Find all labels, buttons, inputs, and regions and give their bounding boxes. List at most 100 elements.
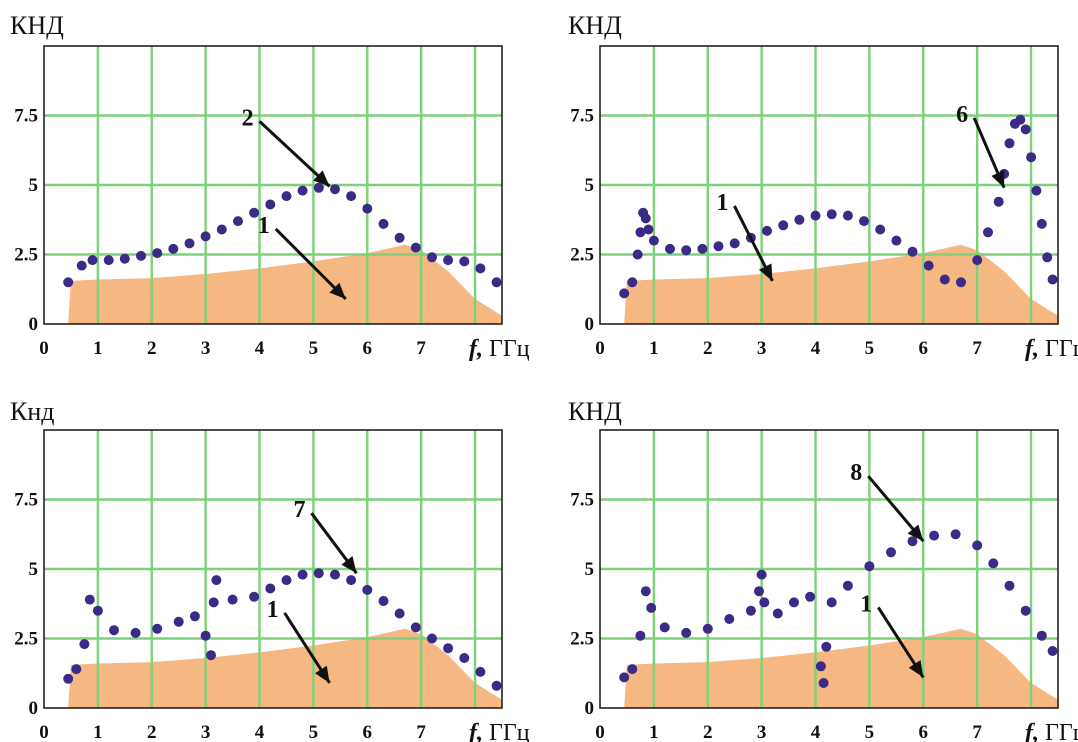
data-point-series-8	[702, 623, 713, 634]
area-series-1	[624, 628, 1058, 708]
data-point-series-6	[643, 224, 654, 235]
data-point-series-7	[443, 643, 454, 654]
data-point-series-7	[206, 650, 216, 661]
data-point-series-6	[826, 209, 837, 220]
x-tick-label: 3	[201, 722, 211, 742]
data-point-series-8	[789, 597, 799, 608]
data-point-series-8	[950, 529, 961, 540]
data-point-series-2	[362, 203, 373, 214]
data-point-series-2	[330, 184, 340, 195]
data-point-series-2	[152, 248, 163, 259]
data-point-series-2	[378, 218, 389, 229]
data-point-series-6	[762, 225, 772, 236]
data-point-series-6	[1015, 114, 1026, 125]
x-tick-label: 0	[39, 722, 49, 742]
x-axis-label-italic: f,	[469, 336, 483, 362]
callout-arrowhead	[908, 660, 924, 678]
callout-arrowhead	[329, 282, 346, 299]
x-axis-label-unit: ГГц	[1045, 336, 1078, 362]
data-point-series-8	[826, 597, 837, 608]
data-point-series-6	[1036, 218, 1047, 229]
x-tick-label: 4	[255, 338, 265, 359]
x-tick-label: 2	[703, 722, 713, 742]
callout-arrowhead	[991, 170, 1005, 188]
y-tick-label: 7.5	[14, 106, 38, 127]
data-point-series-8	[1020, 605, 1031, 616]
callout-label-1: 1	[267, 597, 279, 623]
data-point-series-8	[619, 672, 630, 683]
data-point-series-7	[281, 575, 292, 586]
data-point-series-8	[756, 569, 767, 580]
data-point-series-7	[313, 568, 324, 579]
data-point-series-6	[648, 235, 659, 246]
data-point-series-8	[864, 561, 875, 572]
y-tick-label: 5	[585, 559, 595, 580]
data-point-series-2	[233, 216, 243, 227]
data-point-series-7	[346, 575, 357, 586]
y-axis-label: КНД	[568, 397, 622, 426]
x-tick-label: 1	[649, 722, 659, 742]
data-point-series-7	[362, 584, 373, 595]
y-tick-label: 2.5	[14, 245, 38, 266]
plot-frame	[43, 429, 503, 709]
data-point-series-7	[173, 616, 184, 627]
callout-label-1: 1	[860, 591, 872, 617]
plot-frame	[43, 45, 503, 325]
x-axis-label-unit: ГГц	[489, 336, 530, 362]
x-tick-label: 1	[93, 338, 103, 359]
data-point-series-2	[136, 250, 146, 261]
y-tick-label: 5	[29, 175, 39, 196]
data-point-series-2	[184, 238, 195, 249]
data-point-series-7	[227, 594, 238, 605]
data-point-series-6	[635, 227, 646, 238]
data-point-series-7	[84, 594, 95, 605]
y-tick-label: 7.5	[570, 490, 594, 511]
data-point-series-6	[713, 241, 724, 252]
area-series-1	[624, 244, 1058, 324]
callout-label-8: 8	[850, 460, 862, 486]
data-point-series-8	[646, 602, 657, 613]
y-tick-label: 5	[29, 559, 39, 580]
x-axis-label-unit: ГГц	[489, 720, 530, 742]
y-tick-label: 2.5	[570, 245, 594, 266]
x-tick-label: 6	[919, 338, 929, 359]
data-point-series-8	[821, 641, 832, 652]
data-point-series-6	[697, 243, 708, 254]
data-point-series-7	[79, 639, 90, 650]
data-point-series-7	[152, 623, 163, 634]
data-point-series-8	[772, 608, 783, 619]
data-point-series-8	[815, 661, 826, 672]
x-tick-label: 5	[865, 722, 875, 742]
data-point-series-6	[794, 214, 805, 225]
x-axis-label-italic: f,	[469, 720, 483, 742]
x-tick-label: 4	[255, 722, 265, 742]
data-point-series-8	[907, 536, 918, 547]
data-point-series-8	[805, 591, 816, 602]
x-axis-label: f, ГГц	[1025, 720, 1078, 742]
data-point-series-8	[640, 586, 651, 597]
x-tick-label: 7	[416, 338, 426, 359]
data-point-series-7	[63, 673, 74, 684]
data-point-series-6	[681, 245, 692, 256]
data-point-series-7	[211, 575, 222, 586]
data-point-series-7	[109, 625, 119, 636]
data-point-series-8	[724, 614, 735, 624]
data-point-series-2	[87, 255, 98, 266]
data-point-series-8	[929, 530, 940, 541]
y-tick-label: 0	[29, 698, 39, 719]
y-tick-label: 0	[29, 314, 39, 335]
y-tick-label: 2.5	[570, 629, 594, 650]
data-point-series-6	[842, 210, 853, 221]
data-point-series-7	[475, 666, 486, 677]
chart-panel-4: КНД 0 2.5 5 7.5 0 1 2 3 4 5 6 7 f, ГГц 8 1	[568, 397, 1078, 742]
data-point-series-7	[130, 627, 141, 638]
data-point-series-8	[842, 580, 853, 591]
x-tick-label: 3	[757, 722, 767, 742]
x-tick-label: 0	[595, 722, 605, 742]
data-point-series-2	[443, 255, 454, 266]
y-tick-label: 7.5	[570, 106, 594, 127]
data-point-series-6	[891, 235, 902, 246]
data-point-series-6	[1020, 124, 1031, 135]
x-tick-label: 1	[93, 722, 103, 742]
y-axis-label: КНД	[568, 11, 622, 40]
